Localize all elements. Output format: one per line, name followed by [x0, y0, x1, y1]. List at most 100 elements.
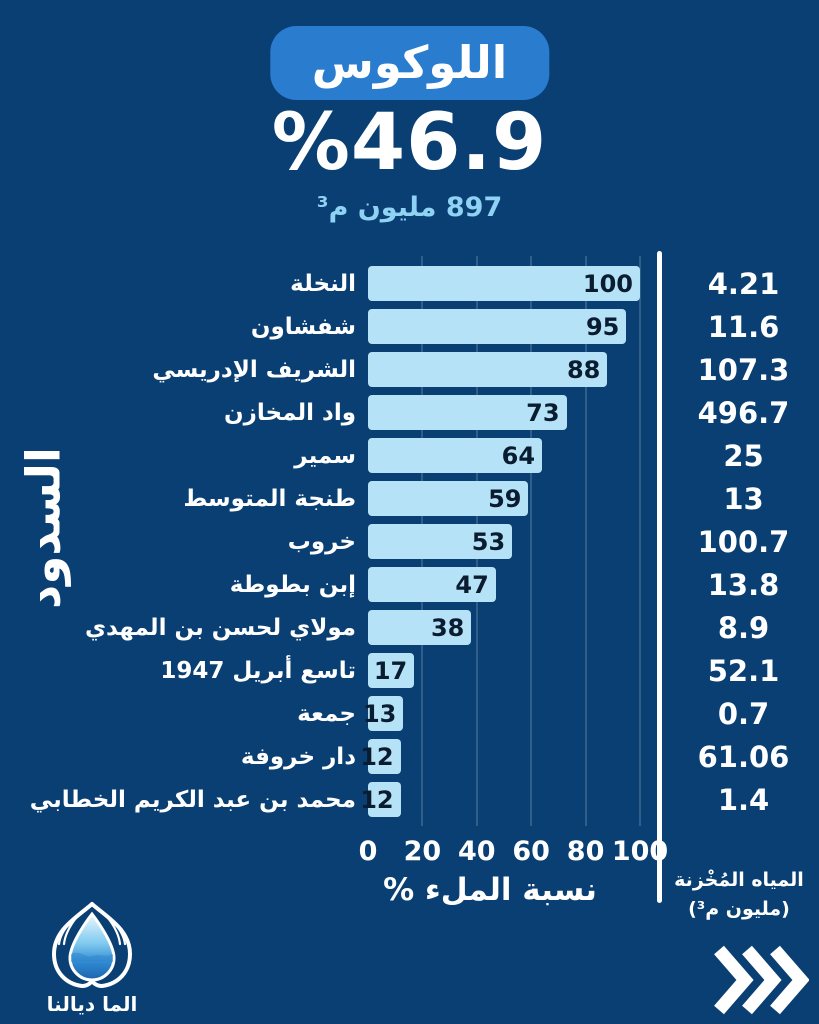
dam-name-label: الشريف الإدريسي — [152, 356, 356, 383]
dam-name-label: خروب — [287, 528, 356, 555]
bar-value-label: 12 — [360, 785, 394, 814]
bar-value-label: 38 — [430, 613, 465, 642]
stored-volume-value: 52.1 — [707, 653, 780, 688]
stored-volume-value: 107.3 — [697, 352, 790, 387]
bar-track: 38 — [368, 610, 640, 645]
brand-name: الما ديالنا — [46, 992, 138, 1016]
stored-volume-value: 8.9 — [717, 610, 770, 645]
chart-row: إبن بطوطة 47 13.8 — [0, 563, 819, 606]
fill-percent-bar: 88 — [368, 352, 608, 387]
stored-volume-value: 100.7 — [697, 524, 790, 559]
stored-volume-value: 4.21 — [707, 266, 780, 301]
fill-percent-bar: 95 — [368, 309, 627, 344]
stored-volume-value: 13.8 — [707, 567, 780, 602]
stored-volume-value: 1.4 — [717, 782, 770, 817]
bar-value-label: 88 — [566, 355, 601, 384]
dam-name-label: شفشاون — [250, 313, 356, 340]
bar-value-label: 53 — [471, 527, 506, 556]
bar-track: 59 — [368, 481, 640, 516]
chart-row: جمعة 13 0.7 — [0, 692, 819, 735]
stored-volume-total: 897 مليون م³ — [316, 192, 503, 223]
chart-row: محمد بن عبد الكريم الخطابي 12 1.4 — [0, 778, 819, 821]
bar-value-label: 47 — [455, 570, 489, 599]
chart-row: واد المخازن 73 496.7 — [0, 391, 819, 434]
dam-name-label: طنجة المتوسط — [183, 485, 356, 512]
bar-track: 12 — [360, 782, 640, 817]
chart-rows: النخلة 100 4.21 شفشاون 95 11.6 الشريف الإدريسي… — [0, 262, 819, 821]
fill-percent-bar: 47 — [368, 567, 496, 602]
dam-name-label: واد المخازن — [223, 399, 356, 426]
fill-percent-bar: 38 — [368, 610, 472, 645]
bar-track: 17 — [368, 653, 640, 688]
dam-name-label: مولاي لحسن بن المهدي — [84, 614, 356, 641]
chart-row: دار خروفة 12 61.06 — [0, 735, 819, 778]
stored-volume-value: 496.7 — [697, 395, 790, 430]
bar-value-label: 17 — [373, 656, 408, 685]
dam-name-label: جمعة — [297, 700, 356, 727]
fill-percent-bar: 100 — [368, 266, 640, 301]
bar-track: 88 — [368, 352, 640, 387]
chart-row: سمير 64 25 — [0, 434, 819, 477]
bar-value-label: 59 — [488, 484, 522, 513]
dam-name-label: النخلة — [290, 270, 356, 297]
bar-value-label: 64 — [501, 441, 536, 470]
x-axis-tick-label: 20 — [403, 836, 442, 867]
fill-percent-bar: 13 — [363, 696, 404, 731]
chart-row: خروب 53 100.7 — [0, 520, 819, 563]
x-axis-tick-label: 100 — [611, 836, 669, 867]
fill-percent-bar: 12 — [360, 739, 401, 774]
bar-track: 64 — [368, 438, 640, 473]
x-axis-tick-label: 60 — [512, 836, 550, 867]
bar-track: 53 — [368, 524, 640, 559]
chart-row: الشريف الإدريسي 88 107.3 — [0, 348, 819, 391]
dam-name-label: سمير — [294, 442, 356, 469]
dam-name-label: تاسع أبريل 1947 — [160, 657, 356, 684]
bar-value-label: 12 — [360, 742, 394, 771]
stored-column-header-line2: (مليون م³) — [688, 898, 790, 921]
bar-value-label: 73 — [526, 398, 560, 427]
chart-row: شفشاون 95 11.6 — [0, 305, 819, 348]
chart-row: النخلة 100 4.21 — [0, 262, 819, 305]
basin-name-badge: اللوكوس — [269, 26, 550, 100]
x-axis-tick-label: 80 — [566, 836, 605, 867]
bar-value-label: 13 — [362, 699, 397, 728]
stored-volume-value: 11.6 — [707, 309, 780, 344]
fill-percent-bar: 59 — [368, 481, 529, 516]
brand-logo: الما ديالنا — [22, 896, 162, 1016]
bar-track: 47 — [368, 567, 640, 602]
fill-percent-bar: 12 — [360, 782, 401, 817]
water-drop-logo-icon — [51, 902, 133, 989]
stored-column-header: المياه المُخْزنة (مليون م³) — [664, 866, 814, 925]
bar-value-label: 100 — [582, 269, 633, 298]
bar-track: 13 — [363, 696, 640, 731]
stored-volume-value: 61.06 — [697, 739, 790, 774]
bar-track: 100 — [368, 266, 640, 301]
y-axis-title: السدود — [16, 446, 72, 610]
fill-percent-value: %46.9 — [271, 98, 548, 188]
x-axis-tick-label: 40 — [458, 836, 496, 867]
dam-name-label: محمد بن عبد الكريم الخطابي — [29, 786, 356, 813]
stored-column-header-line1: المياه المُخْزنة — [674, 869, 804, 891]
dam-name-label: دار خروفة — [240, 743, 356, 770]
bar-track: 73 — [368, 395, 640, 430]
dam-name-label: إبن بطوطة — [229, 571, 356, 598]
bar-value-label: 95 — [585, 312, 620, 341]
fill-percent-bar: 17 — [368, 653, 415, 688]
chart-row: طنجة المتوسط 59 13 — [0, 477, 819, 520]
chart-row: مولاي لحسن بن المهدي 38 8.9 — [0, 606, 819, 649]
fill-percent-bar: 53 — [368, 524, 513, 559]
stored-volume-value: 25 — [723, 438, 764, 473]
bar-track: 95 — [368, 309, 640, 344]
stored-volume-value: 13 — [723, 481, 764, 516]
values-separator-line — [657, 251, 662, 903]
fill-percent-bar: 64 — [368, 438, 543, 473]
x-axis-title: نسبة الملء % — [383, 872, 597, 908]
x-axis-ticks: 0 20 40 60 80 100 — [359, 836, 669, 868]
x-axis-tick-label: 0 — [358, 836, 378, 867]
stored-volume-value: 0.7 — [717, 696, 770, 731]
next-chevrons-icon — [714, 945, 809, 1015]
chart-row: تاسع أبريل 1947 17 52.1 — [0, 649, 819, 692]
bar-track: 12 — [360, 739, 640, 774]
fill-percent-bar: 73 — [368, 395, 567, 430]
